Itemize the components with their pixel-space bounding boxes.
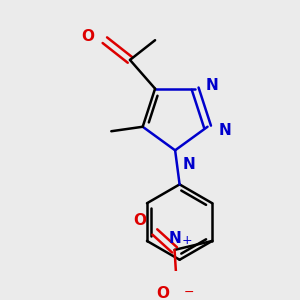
Text: O: O [133, 213, 146, 228]
Text: N: N [168, 231, 181, 246]
Text: N: N [218, 123, 231, 138]
Text: N: N [206, 78, 219, 93]
Text: O: O [156, 286, 169, 300]
Text: −: − [184, 286, 194, 299]
Text: O: O [81, 29, 94, 44]
Text: N: N [182, 158, 195, 172]
Text: +: + [182, 234, 192, 248]
